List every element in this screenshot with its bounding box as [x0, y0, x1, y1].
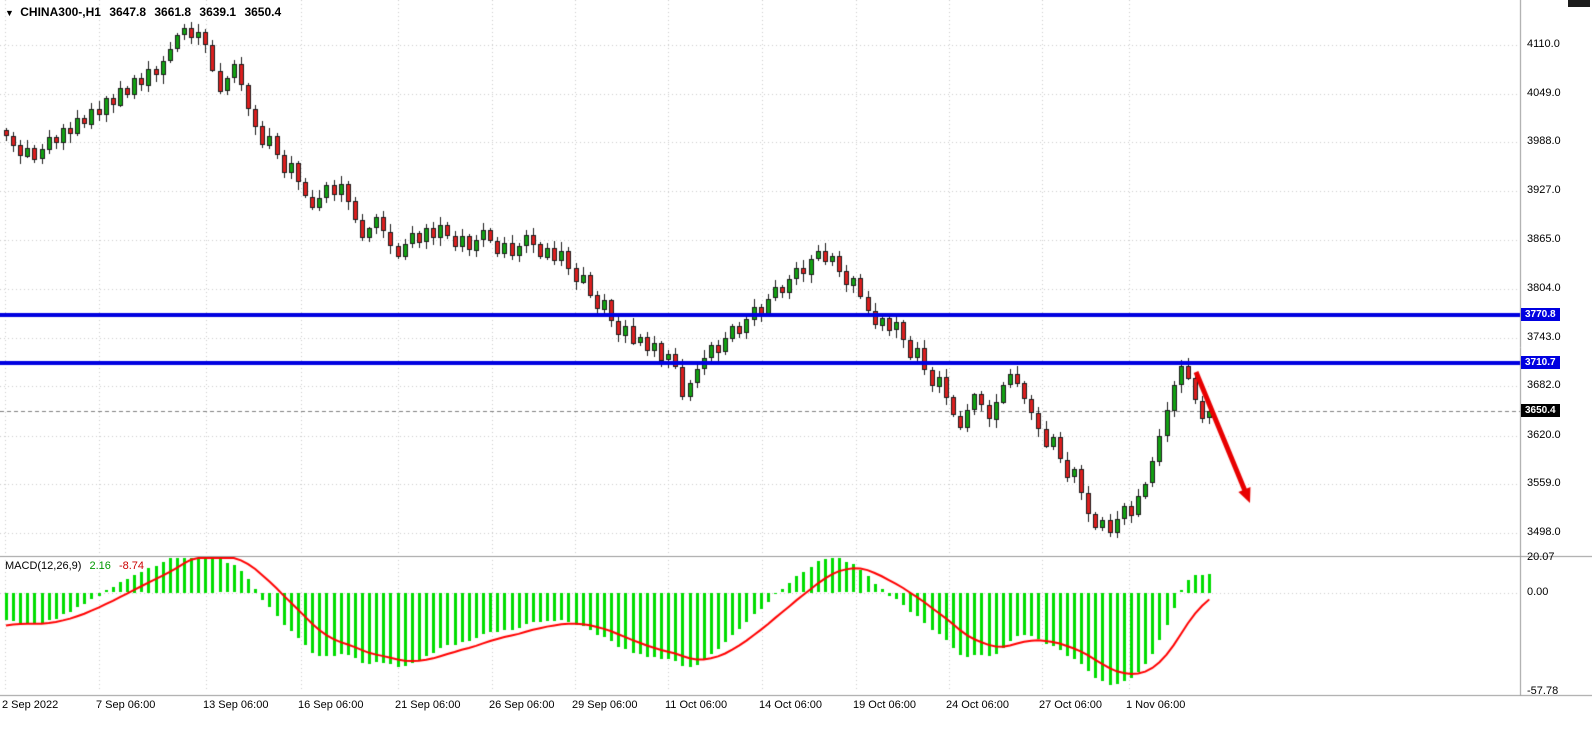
symbol-dropdown-icon[interactable]: ▼ — [5, 8, 14, 18]
symbol-info: ▼ CHINA300-,H1 3647.8 3661.8 3639.1 3650… — [5, 5, 286, 19]
ohlc-open: 3647.8 — [109, 5, 147, 19]
ohlc-low: 3639.1 — [199, 5, 237, 19]
ohlc-high: 3661.8 — [154, 5, 192, 19]
macd-title: MACD(12,26,9) — [5, 560, 82, 572]
macd-signal-value: -8.74 — [118, 560, 145, 572]
macd-indicator-label: MACD(12,26,9) 2.16 -8.74 — [5, 560, 149, 572]
ohlc-close: 3650.4 — [244, 5, 282, 19]
window-corner-mark — [1568, 0, 1590, 7]
symbol-title: CHINA300-,H1 — [20, 5, 101, 19]
macd-main-value: 2.16 — [89, 560, 111, 572]
